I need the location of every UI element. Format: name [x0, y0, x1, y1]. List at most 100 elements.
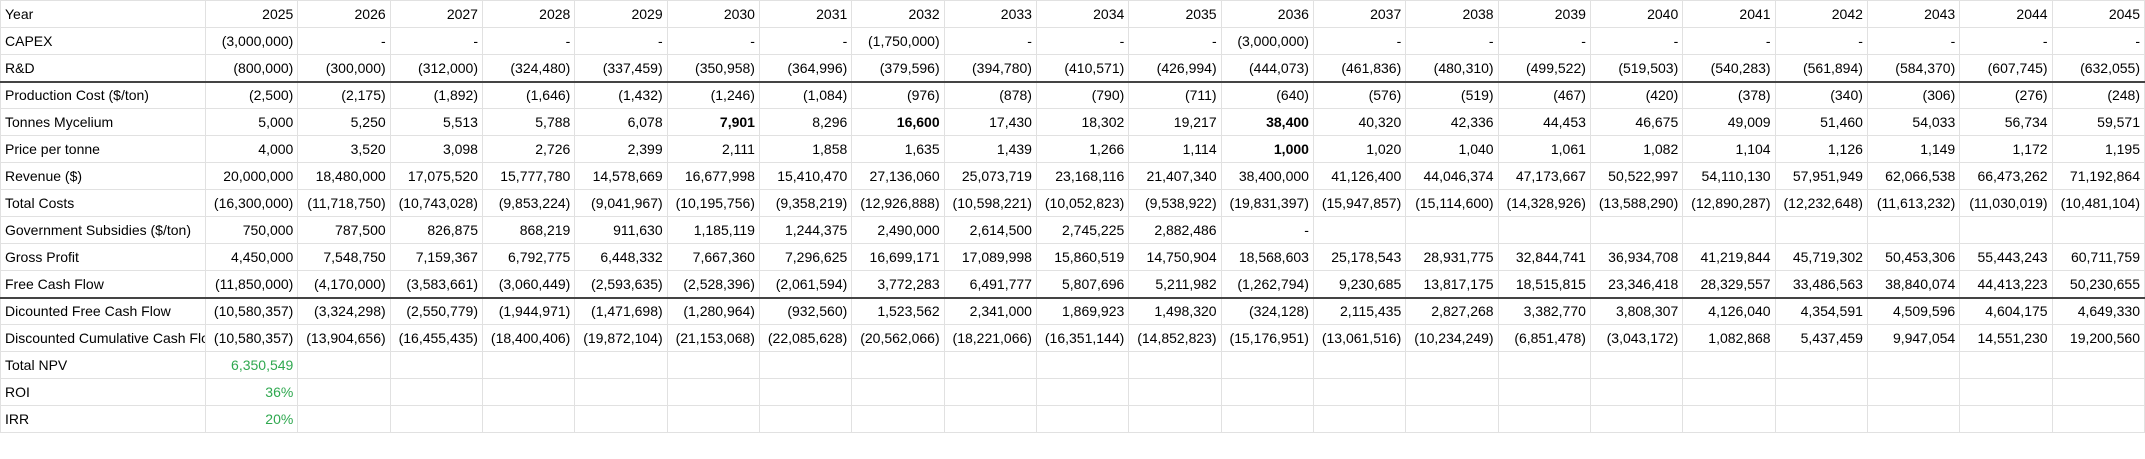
- value-cell: (932,560): [758, 297, 853, 325]
- empty-cell: [2051, 216, 2145, 244]
- value-cell: 3,382,770: [1497, 297, 1591, 325]
- value-cell: -: [389, 27, 483, 55]
- value-cell: -: [1220, 216, 1314, 244]
- year-cell: 2041: [1682, 0, 1776, 28]
- value-cell: (12,890,287): [1682, 189, 1776, 217]
- value-cell: (410,571): [1035, 54, 1130, 83]
- empty-cell: [851, 405, 945, 433]
- value-cell: 2,341,000: [943, 297, 1037, 325]
- value-cell: 17,089,998: [943, 243, 1037, 271]
- value-cell: (16,455,435): [389, 324, 483, 352]
- value-cell: (13,061,516): [1312, 324, 1407, 352]
- empty-cell: [1774, 405, 1868, 433]
- value-cell: 7,667,360: [666, 243, 760, 271]
- empty-cell: [1220, 378, 1314, 406]
- year-cell: 2031: [758, 0, 853, 28]
- empty-cell: [1497, 378, 1591, 406]
- value-cell: (6,851,478): [1497, 324, 1591, 352]
- empty-cell: [1959, 378, 2053, 406]
- value-cell: (12,232,648): [1774, 189, 1868, 217]
- empty-cell: [1866, 405, 1961, 433]
- value-cell: 1,195: [2051, 135, 2145, 163]
- empty-cell: [1959, 351, 2053, 379]
- value-cell: 1,439: [943, 135, 1037, 163]
- value-cell: 2,399: [574, 135, 668, 163]
- year-cell: 2039: [1497, 0, 1591, 28]
- value-cell: (499,522): [1497, 54, 1591, 83]
- empty-cell: [2051, 351, 2145, 379]
- value-cell: 20,000,000: [204, 162, 299, 190]
- value-cell: 1,635: [851, 135, 945, 163]
- row-label: Free Cash Flow: [0, 270, 206, 299]
- value-cell: (640): [1220, 81, 1314, 109]
- year-cell: 2045: [2051, 0, 2145, 28]
- empty-cell: [1589, 405, 1684, 433]
- value-cell: 826,875: [389, 216, 483, 244]
- value-cell: 1,061: [1497, 135, 1591, 163]
- value-cell: 23,346,418: [1589, 270, 1684, 299]
- value-cell: 13,817,175: [1405, 270, 1499, 299]
- value-cell: 6,792,775: [481, 243, 576, 271]
- value-cell: 9,947,054: [1866, 324, 1961, 352]
- value-cell: 5,250: [297, 108, 391, 136]
- value-cell: 1,020: [1312, 135, 1407, 163]
- empty-cell: [1312, 405, 1407, 433]
- value-cell: 6,078: [574, 108, 668, 136]
- value-cell: (14,852,823): [1128, 324, 1222, 352]
- empty-cell: [1959, 405, 2053, 433]
- value-cell: 38,840,074: [1866, 270, 1961, 299]
- row-label: Dicounted Free Cash Flow: [0, 297, 206, 325]
- value-cell: 44,413,223: [1959, 270, 2053, 299]
- year-cell: 2040: [1589, 0, 1684, 28]
- value-cell: 1,082,868: [1682, 324, 1776, 352]
- row: Discounted Cumulative Cash Flow (10,580,3…: [0, 324, 2145, 352]
- value-cell: 57,951,949: [1774, 162, 1868, 190]
- empty-cell: [1497, 216, 1591, 244]
- value-cell: 7,548,750: [297, 243, 391, 271]
- value-cell: (607,745): [1959, 54, 2053, 83]
- empty-cell: [1682, 351, 1776, 379]
- value-cell: 4,450,000: [204, 243, 299, 271]
- empty-cell: [1774, 216, 1868, 244]
- value-cell: 21,407,340: [1128, 162, 1222, 190]
- row: Revenue ($) 20,000,000 18,480,000 17,075,52…: [0, 162, 2145, 190]
- value-cell: (1,084): [758, 81, 853, 109]
- row-label: Price per tonne: [0, 135, 206, 163]
- empty-cell: [943, 351, 1037, 379]
- value-cell: (15,114,600): [1405, 189, 1499, 217]
- empty-cell: [481, 405, 576, 433]
- empty-cell: [1589, 216, 1684, 244]
- value-cell: 49,009: [1682, 108, 1776, 136]
- value-cell: 5,807,696: [1035, 270, 1130, 299]
- value-cell: 2,882,486: [1128, 216, 1222, 244]
- year-cell: 2027: [389, 0, 483, 28]
- value-cell: (976): [851, 81, 945, 109]
- value-cell: 41,219,844: [1682, 243, 1776, 271]
- value-cell: 1,000: [1220, 135, 1314, 163]
- value-cell: (1,246): [666, 81, 760, 109]
- value-cell: 4,509,596: [1866, 297, 1961, 325]
- value-cell: 19,217: [1128, 108, 1222, 136]
- value-cell: 5,513: [389, 108, 483, 136]
- value-cell: 7,901: [666, 108, 760, 136]
- value-cell: 15,777,780: [481, 162, 576, 190]
- empty-cell: [1405, 378, 1499, 406]
- year-cell: 2029: [574, 0, 668, 28]
- value-cell: (1,280,964): [666, 297, 760, 325]
- value-cell: (22,085,628): [758, 324, 853, 352]
- value-cell: (324,128): [1220, 297, 1314, 325]
- value-cell: 1,040: [1405, 135, 1499, 163]
- value-cell: 3,520: [297, 135, 391, 163]
- value-cell: (16,300,000): [204, 189, 299, 217]
- empty-cell: [758, 405, 853, 433]
- empty-cell: [1589, 378, 1684, 406]
- value-cell: 50,522,997: [1589, 162, 1684, 190]
- row-label: CAPEX: [0, 27, 206, 55]
- value-cell: (632,055): [2051, 54, 2145, 83]
- value-cell: 3,098: [389, 135, 483, 163]
- value-cell: (324,480): [481, 54, 576, 83]
- value-cell: (2,593,635): [574, 270, 668, 299]
- value-cell: 2,726: [481, 135, 576, 163]
- value-cell: (11,613,232): [1866, 189, 1961, 217]
- year-cell: 2036: [1220, 0, 1314, 28]
